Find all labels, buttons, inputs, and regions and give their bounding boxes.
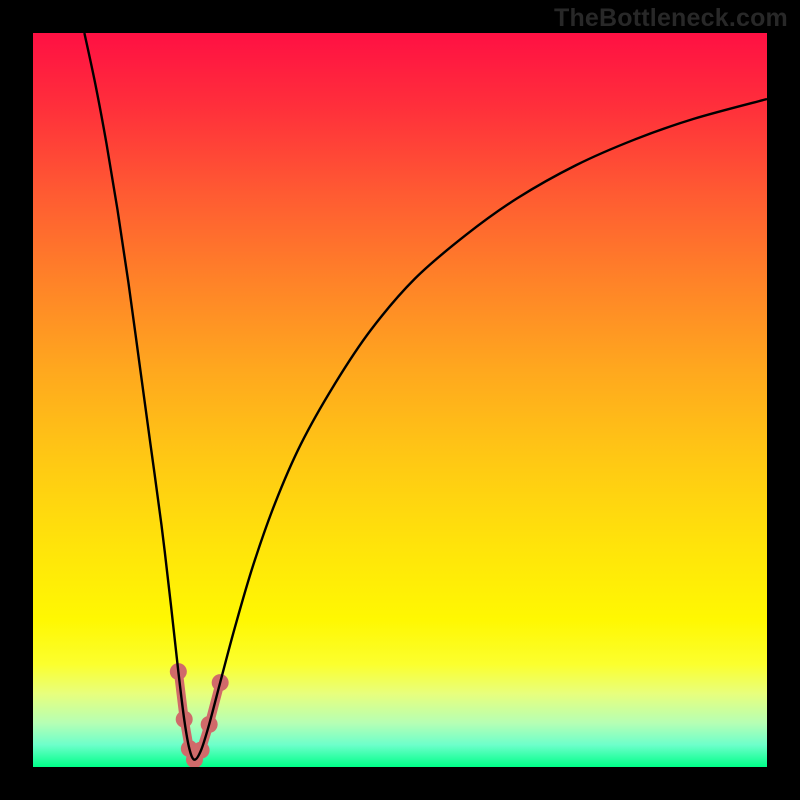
bottleneck-curve [84, 33, 767, 760]
plot-svg [0, 0, 800, 800]
figure-root: TheBottleneck.com [0, 0, 800, 800]
watermark-text: TheBottleneck.com [554, 4, 788, 33]
